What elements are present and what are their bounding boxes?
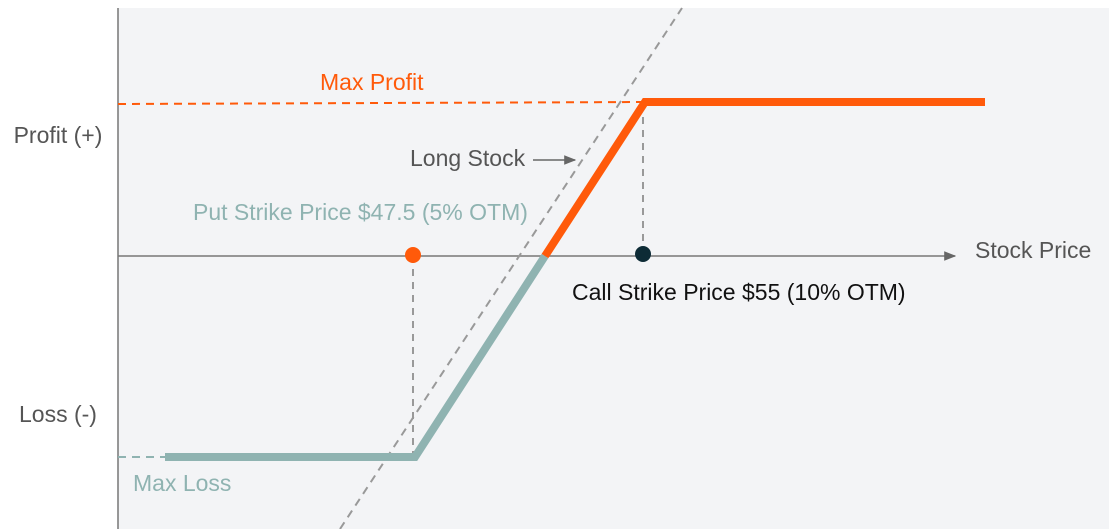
put-strike-dot bbox=[405, 247, 421, 263]
long-stock-label: Long Stock bbox=[410, 145, 526, 171]
max-profit-label: Max Profit bbox=[320, 69, 424, 95]
profit-segment bbox=[541, 98, 985, 259]
long-stock-line bbox=[339, 7, 683, 529]
x-axis-label: Stock Price bbox=[975, 237, 1091, 263]
loss-label: Loss (-) bbox=[19, 401, 97, 427]
put-strike-label: Put Strike Price $47.5 (5% OTM) bbox=[193, 199, 528, 225]
loss-segment bbox=[165, 253, 549, 461]
max-profit-guide bbox=[117, 101, 646, 105]
profit-label: Profit (+) bbox=[14, 122, 103, 148]
call-strike-label: Call Strike Price $55 (10% OTM) bbox=[572, 279, 906, 305]
plot-area bbox=[118, 8, 1109, 529]
call-strike-dot bbox=[635, 246, 651, 262]
max-loss-label: Max Loss bbox=[133, 470, 231, 496]
